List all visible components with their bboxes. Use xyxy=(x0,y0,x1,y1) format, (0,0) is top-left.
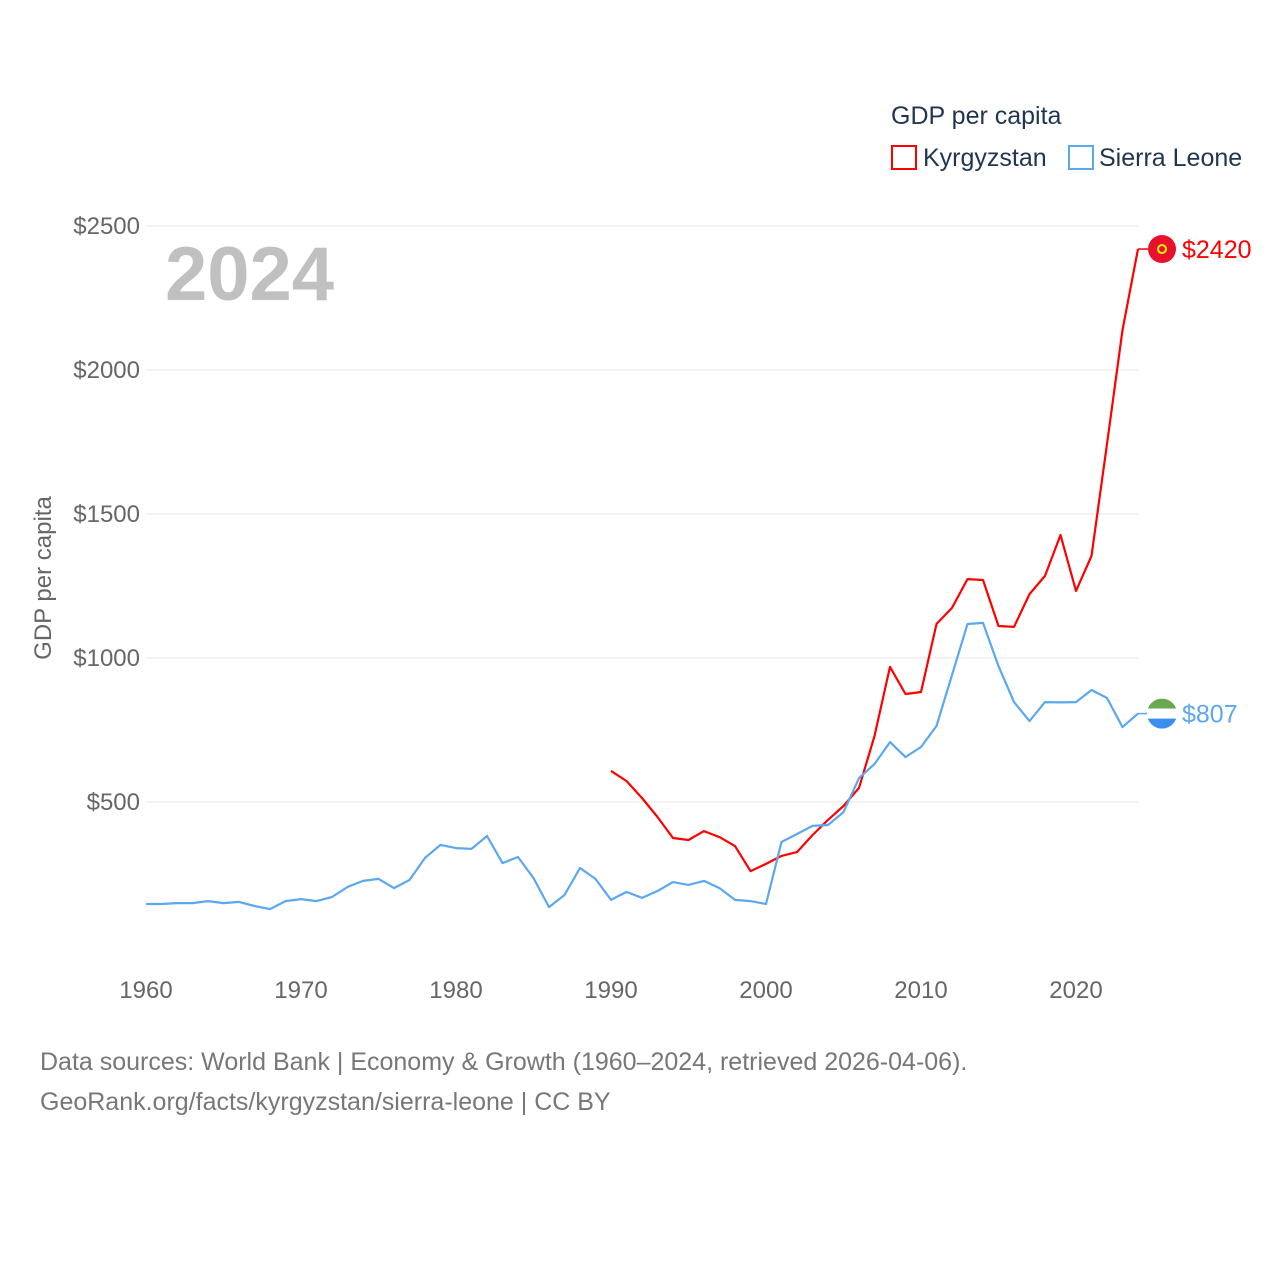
legend: GDP per capita Kyrgyzstan Sierra Leone xyxy=(891,102,1242,172)
flag-sierra-leone-icon xyxy=(1147,698,1177,729)
flag-kyrgyzstan-icon xyxy=(1148,235,1176,264)
legend-swatch-kyrgyzstan xyxy=(891,145,917,170)
x-tick-label: 1970 xyxy=(274,977,327,1004)
series-line-kyrgyzstan xyxy=(610,248,1140,873)
x-tick-label: 1990 xyxy=(584,977,637,1004)
x-tick-label: 1960 xyxy=(119,977,172,1004)
footer-link[interactable]: GeoRank.org/facts/kyrgyzstan/sierra-leon… xyxy=(40,1088,611,1116)
legend-title: GDP per capita xyxy=(891,102,1062,130)
y-tick-label: $2500 xyxy=(73,213,140,240)
y-tick-label: $2000 xyxy=(73,357,140,384)
end-value-label-sierra-leone: $807 xyxy=(1182,701,1238,729)
y-tick-label: $500 xyxy=(87,789,140,816)
x-tick-label: 1980 xyxy=(429,977,482,1004)
legend-swatch-sierra-leone xyxy=(1068,145,1094,170)
y-tick-label: $1000 xyxy=(73,645,140,672)
footer: Data sources: World Bank | Economy & Gro… xyxy=(40,1042,967,1122)
x-tick-label: 2020 xyxy=(1049,977,1102,1004)
y-tick-label: $1500 xyxy=(73,501,140,528)
series-line-sierra-leone xyxy=(146,621,1139,911)
legend-label-kyrgyzstan: Kyrgyzstan xyxy=(923,144,1047,172)
end-value-label-kyrgyzstan: $2420 xyxy=(1182,236,1252,264)
x-tick-label: 2010 xyxy=(894,977,947,1004)
year-watermark: 2024 xyxy=(165,232,334,317)
x-tick-label: 2000 xyxy=(739,977,792,1004)
footer-sources: Data sources: World Bank | Economy & Gro… xyxy=(40,1048,968,1076)
legend-label-sierra-leone: Sierra Leone xyxy=(1099,144,1242,172)
y-axis-label: GDP per capita xyxy=(30,496,57,660)
